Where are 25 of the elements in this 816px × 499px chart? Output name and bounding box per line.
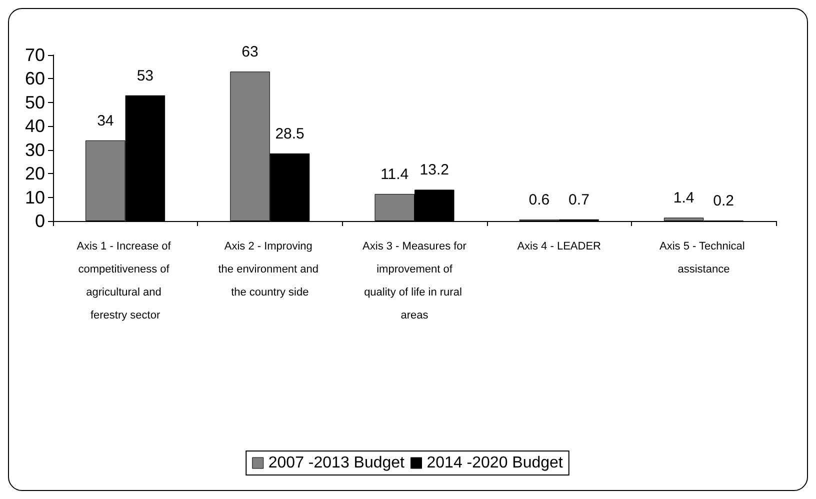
data-label: 34: [97, 112, 114, 130]
x-tick-label: Axis 3 - Measures for improvement of quality of life in rural areas: [362, 240, 467, 322]
data-label: 13.2: [420, 162, 449, 179]
data-label: 1.4: [673, 190, 694, 207]
y-tick-label: 20: [24, 164, 45, 184]
data-label: 11.4: [380, 166, 409, 183]
data-label: 28.5: [275, 125, 304, 142]
data-label: 53: [136, 67, 154, 84]
y-tick-label: 0: [34, 211, 45, 231]
data-label: 0.7: [568, 191, 590, 208]
data-label: 0.2: [713, 192, 734, 210]
legend-label: 2014 -2020 Budget: [426, 454, 564, 472]
y-tick-label: 60: [24, 68, 45, 89]
y-tick-label: 10: [24, 187, 45, 208]
x-tick-label: Axis 2 - Improving the environment and the country side: [218, 240, 322, 298]
x-tick-label: Axis 4 - LEADER: [517, 240, 602, 252]
y-tick-label: 70: [24, 45, 45, 65]
y-tick-label: 30: [24, 140, 45, 160]
y-tick-label: 50: [24, 92, 45, 112]
legend-label: 2007 -2013 Budget: [268, 454, 406, 472]
data-label: 0.6: [528, 192, 550, 209]
data-label: 63: [242, 44, 258, 61]
x-tick-label: Axis 5 - Technical assistance: [659, 240, 748, 276]
y-tick-label: 40: [24, 116, 45, 136]
x-tick-label: Axis 1 - Increase of competitiveness of agricultural and ferestry sector: [76, 240, 174, 322]
